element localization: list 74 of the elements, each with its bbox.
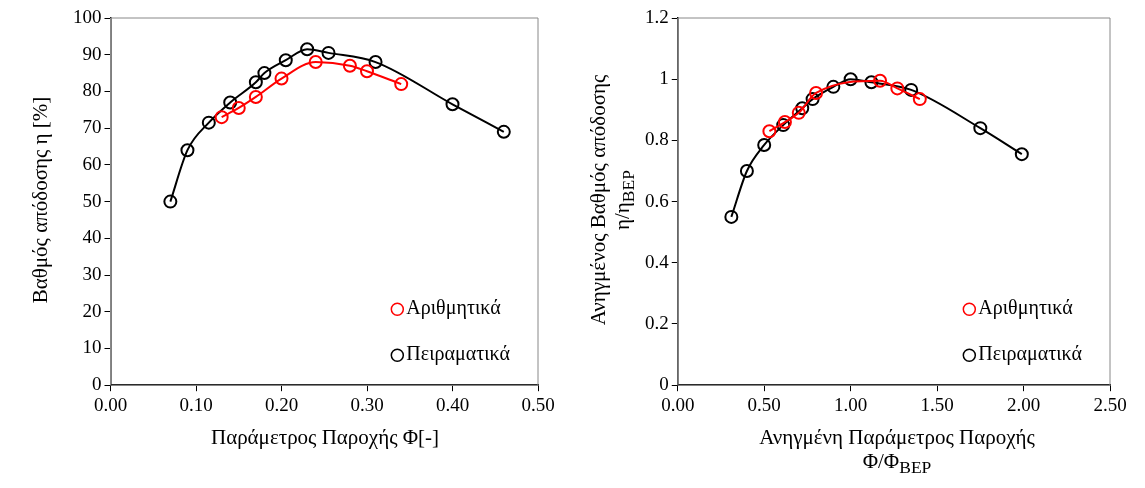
x-tick-label: 1.00 bbox=[834, 393, 868, 415]
point bbox=[757, 137, 772, 152]
point bbox=[248, 75, 263, 90]
point bbox=[912, 92, 927, 107]
x-tick-label: 2.50 bbox=[1093, 393, 1127, 415]
y-tick-label: 70 bbox=[82, 116, 102, 138]
point bbox=[180, 143, 195, 158]
point bbox=[1014, 147, 1029, 162]
point bbox=[805, 92, 820, 107]
x-tick-label: 0.00 bbox=[661, 393, 695, 415]
point bbox=[762, 124, 777, 139]
point bbox=[257, 66, 272, 81]
y-tick-label: 1.2 bbox=[645, 5, 669, 27]
x-tick-label: 0.40 bbox=[435, 393, 470, 415]
y-tick-label: 0.8 bbox=[645, 128, 669, 150]
y-tick-label: 20 bbox=[82, 299, 102, 321]
point bbox=[300, 42, 315, 57]
x-tick-label: 1.50 bbox=[920, 393, 954, 415]
point bbox=[826, 79, 841, 94]
point bbox=[445, 97, 460, 112]
y-tick-label: 40 bbox=[82, 226, 102, 248]
x-tick-label: 0.30 bbox=[350, 393, 384, 415]
point bbox=[904, 82, 919, 97]
legend-label: Αριθμητικά bbox=[406, 296, 502, 320]
point bbox=[795, 101, 810, 116]
point bbox=[864, 75, 879, 90]
x-axis-title: Παράμετρος Παροχής Φ[-] bbox=[210, 425, 440, 450]
point bbox=[248, 89, 263, 104]
point bbox=[809, 85, 824, 100]
point bbox=[368, 55, 383, 70]
y-tick-label: 0.2 bbox=[645, 311, 669, 333]
y-tick-label: 60 bbox=[82, 152, 102, 174]
point bbox=[201, 115, 216, 130]
point bbox=[739, 164, 754, 178]
point bbox=[223, 95, 238, 110]
y-tick-label: 10 bbox=[82, 336, 102, 358]
point bbox=[214, 110, 229, 125]
point bbox=[496, 124, 511, 139]
x-axis-title: Ανηγμένη Παράμετρος Παροχής Φ/Φ$_{BEP}$ bbox=[759, 425, 1035, 478]
point bbox=[321, 45, 336, 60]
point bbox=[342, 58, 357, 73]
y-tick-label: 100 bbox=[73, 5, 102, 27]
point bbox=[308, 55, 323, 70]
y-tick-label: 80 bbox=[82, 79, 102, 101]
point bbox=[274, 71, 289, 86]
y-tick-label: 0 bbox=[92, 373, 102, 395]
y-tick-label: 30 bbox=[82, 263, 102, 285]
point bbox=[890, 81, 905, 96]
legend-label: Πειραματικά bbox=[978, 342, 1083, 366]
x-tick-label: 0.10 bbox=[179, 393, 213, 415]
point bbox=[360, 64, 374, 79]
y-tick-label: 50 bbox=[82, 189, 102, 211]
point bbox=[278, 53, 293, 68]
legend-label: Πειραματικά bbox=[406, 342, 511, 366]
point bbox=[231, 100, 246, 115]
x-tick-label: 0.50 bbox=[747, 393, 781, 415]
point bbox=[724, 209, 739, 224]
y-tick-label: 0 bbox=[659, 373, 669, 395]
point bbox=[791, 105, 806, 120]
point bbox=[873, 73, 888, 88]
y-tick-label: 90 bbox=[82, 42, 102, 64]
point bbox=[843, 72, 858, 87]
x-tick-label: 0.50 bbox=[521, 393, 555, 415]
y-tick-label: 0.4 bbox=[645, 250, 670, 272]
point bbox=[973, 121, 988, 136]
y-axis-title: Βαθμός απόδοσης η [%] bbox=[27, 96, 53, 304]
point bbox=[394, 77, 409, 92]
legend-label: Αριθμητικά bbox=[978, 296, 1074, 320]
x-tick-label: 2.00 bbox=[1006, 393, 1041, 415]
y-tick-label: 0.6 bbox=[645, 189, 669, 211]
x-tick-label: 0.20 bbox=[264, 393, 299, 415]
y-tick-label: 1 bbox=[659, 67, 669, 89]
point bbox=[163, 194, 178, 209]
x-tick-label: 0.00 bbox=[93, 393, 128, 415]
